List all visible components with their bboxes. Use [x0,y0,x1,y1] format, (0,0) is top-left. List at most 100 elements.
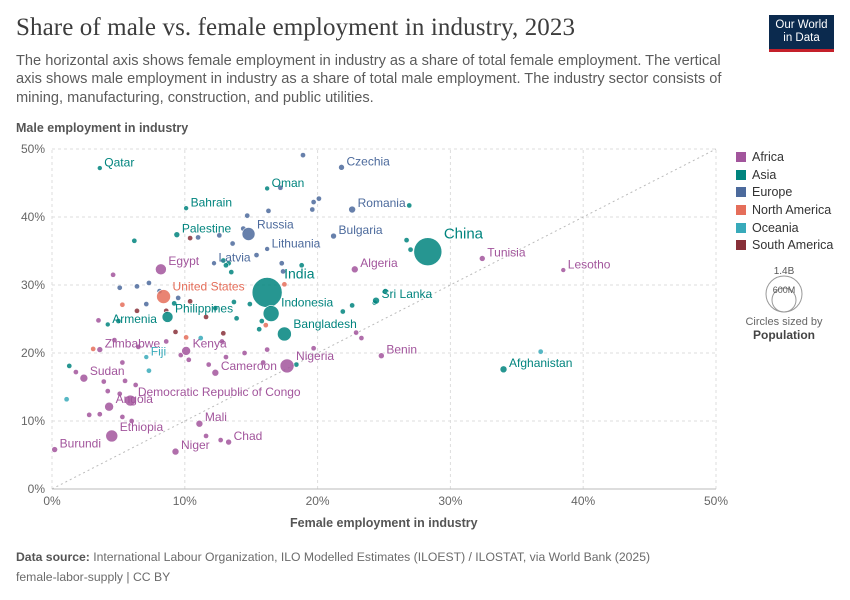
data-point[interactable] [349,302,355,309]
data-point[interactable] [175,295,182,301]
data-point[interactable] [212,305,219,311]
data-point[interactable] [260,359,267,366]
data-point[interactable] [177,352,184,358]
data-point[interactable] [110,271,116,278]
legend-item-south-america[interactable]: South America [736,236,833,254]
data-point[interactable] [216,232,223,239]
legend-item-oceania[interactable]: Oceania [736,219,833,237]
data-point[interactable] [197,335,204,341]
data-point[interactable] [86,412,93,418]
data-point[interactable] [95,317,102,324]
data-point[interactable] [264,185,270,192]
data-point[interactable] [378,352,385,360]
data-point[interactable] [115,318,122,324]
data-point[interactable] [300,152,306,158]
data-point[interactable] [338,164,345,171]
data-point[interactable] [353,329,359,336]
data-point[interactable] [219,338,225,345]
data-point[interactable] [211,260,217,267]
data-point[interactable] [264,346,270,353]
data-point[interactable] [537,348,544,355]
data-point[interactable] [265,208,272,214]
data-point[interactable] [172,329,179,335]
data-point[interactable] [181,346,191,356]
data-point[interactable] [278,260,285,267]
data-point[interactable] [413,237,443,266]
data-point[interactable] [171,300,178,307]
data-point[interactable] [122,378,128,384]
data-point[interactable] [279,358,295,374]
data-point[interactable] [171,447,180,456]
data-point[interactable] [124,394,137,407]
data-point[interactable] [280,268,286,275]
data-point[interactable] [223,262,229,269]
footer-slug[interactable]: female-labor-supply | CC BY [16,570,171,584]
data-point[interactable] [309,206,316,213]
data-point[interactable] [251,277,283,308]
data-point[interactable] [143,354,150,360]
owid-logo[interactable]: Our World in Data [769,15,834,52]
data-point[interactable] [163,338,170,345]
data-point[interactable] [382,288,389,294]
data-point[interactable] [100,378,107,385]
legend-item-asia[interactable]: Asia [736,166,833,184]
data-point[interactable] [195,419,204,428]
data-point[interactable] [277,184,284,191]
data-point[interactable] [128,418,135,424]
data-point[interactable] [187,298,193,305]
data-point[interactable] [298,262,305,269]
data-point[interactable] [104,388,111,394]
data-point[interactable] [241,227,256,241]
legend-item-europe[interactable]: Europe [736,183,833,201]
data-points[interactable] [51,152,567,456]
data-point[interactable] [156,289,171,304]
data-point[interactable] [203,314,209,320]
data-point[interactable] [105,429,119,443]
data-point[interactable] [135,344,142,350]
data-point[interactable] [183,205,189,211]
data-point[interactable] [348,205,356,214]
data-point[interactable] [330,232,337,240]
data-point[interactable] [116,284,123,291]
data-point[interactable] [132,382,139,388]
data-point[interactable] [264,246,270,252]
data-point[interactable] [277,326,292,342]
data-point[interactable] [51,446,58,453]
data-point[interactable] [183,334,189,341]
data-point[interactable] [229,240,236,247]
data-point[interactable] [228,269,235,275]
data-point[interactable] [478,255,486,262]
data-point[interactable] [134,283,140,290]
data-point[interactable] [146,280,152,286]
data-point[interactable] [195,234,201,241]
data-point[interactable] [119,359,126,366]
data-point[interactable] [247,301,253,307]
data-point[interactable] [233,315,240,322]
data-point[interactable] [187,235,193,241]
data-point[interactable] [560,267,567,273]
data-point[interactable] [231,299,237,305]
data-point[interactable] [203,433,209,439]
data-point[interactable] [406,202,413,209]
data-point[interactable] [104,321,111,328]
data-point[interactable] [111,337,118,343]
data-point[interactable] [258,318,265,324]
data-point[interactable] [143,301,150,307]
data-point[interactable] [97,165,103,171]
data-point[interactable] [350,265,359,274]
data-point[interactable] [310,345,317,352]
data-point[interactable] [96,346,104,353]
data-point[interactable] [79,373,89,383]
data-point[interactable] [146,367,152,374]
data-point[interactable] [104,401,114,412]
data-point[interactable] [116,390,123,397]
data-point[interactable] [244,212,251,219]
data-point[interactable] [134,307,140,314]
source-text[interactable]: International Labour Organization, ILO M… [93,550,651,564]
data-point[interactable] [403,237,410,243]
data-point[interactable] [119,414,126,420]
data-point[interactable] [131,237,138,244]
legend-item-africa[interactable]: Africa [736,148,833,166]
data-point[interactable] [225,438,232,446]
